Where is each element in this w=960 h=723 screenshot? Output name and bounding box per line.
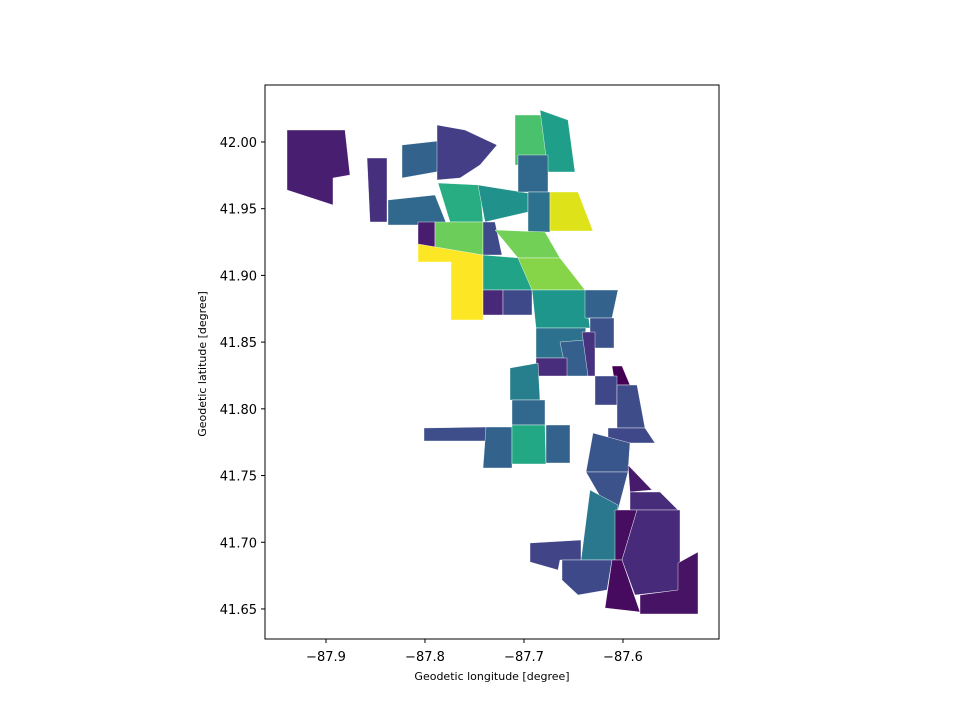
y-tick-label: 41.95 (220, 203, 257, 218)
region (561, 559, 613, 596)
region (437, 182, 484, 223)
x-tick-label: −87.8 (405, 650, 445, 665)
region (502, 289, 533, 316)
region (584, 289, 619, 319)
region (436, 124, 498, 181)
y-tick-label: 41.85 (220, 336, 257, 351)
region (594, 375, 618, 406)
region (417, 221, 436, 249)
region (417, 243, 484, 321)
y-tick-label: 41.80 (220, 403, 257, 418)
region (387, 194, 448, 226)
region (527, 191, 551, 233)
x-tick-label: −87.9 (306, 650, 346, 665)
region (529, 539, 582, 571)
region (549, 191, 594, 232)
region (511, 399, 546, 426)
x-tick-label: −87.7 (504, 650, 544, 665)
y-tick-label: 41.90 (220, 269, 257, 284)
y-tick-label: 41.70 (220, 536, 257, 551)
region (545, 424, 571, 464)
region (511, 424, 547, 465)
region (494, 229, 561, 259)
region (423, 426, 487, 442)
region (517, 154, 549, 193)
region (286, 129, 351, 206)
map-regions (286, 109, 699, 615)
region (482, 289, 504, 316)
region (627, 464, 653, 493)
y-tick-label: 41.65 (220, 603, 257, 618)
region (539, 109, 576, 173)
region (531, 289, 591, 329)
region (535, 357, 568, 377)
region (616, 384, 646, 429)
x-axis-label: Geodetic longitude [degree] (414, 670, 569, 683)
axes-frame (264, 84, 720, 640)
x-tick-label: −87.6 (603, 650, 643, 665)
region (482, 426, 513, 469)
region (366, 157, 388, 223)
region (509, 362, 541, 401)
y-tick-label: 41.75 (220, 470, 257, 485)
region (482, 221, 503, 256)
region (629, 491, 679, 511)
region (639, 551, 699, 615)
y-axis-label: Geodetic latitude [degree] (196, 291, 209, 437)
y-tick-label: 42.00 (220, 136, 257, 151)
